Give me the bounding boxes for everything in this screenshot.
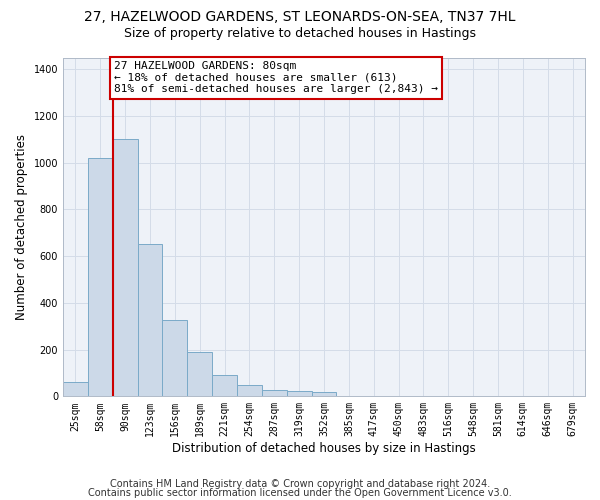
Bar xyxy=(262,390,287,396)
Text: Size of property relative to detached houses in Hastings: Size of property relative to detached ho… xyxy=(124,28,476,40)
Bar xyxy=(163,320,187,396)
Bar xyxy=(63,382,88,396)
Bar xyxy=(113,140,137,396)
Text: 27, HAZELWOOD GARDENS, ST LEONARDS-ON-SEA, TN37 7HL: 27, HAZELWOOD GARDENS, ST LEONARDS-ON-SE… xyxy=(84,10,516,24)
Bar xyxy=(311,392,337,396)
Bar xyxy=(287,391,311,396)
Text: 27 HAZELWOOD GARDENS: 80sqm
← 18% of detached houses are smaller (613)
81% of se: 27 HAZELWOOD GARDENS: 80sqm ← 18% of det… xyxy=(114,61,438,94)
Bar xyxy=(187,352,212,397)
Bar xyxy=(137,244,163,396)
Text: Contains HM Land Registry data © Crown copyright and database right 2024.: Contains HM Land Registry data © Crown c… xyxy=(110,479,490,489)
Y-axis label: Number of detached properties: Number of detached properties xyxy=(15,134,28,320)
Text: Contains public sector information licensed under the Open Government Licence v3: Contains public sector information licen… xyxy=(88,488,512,498)
Bar xyxy=(212,376,237,396)
Bar xyxy=(88,158,113,396)
Bar xyxy=(237,386,262,396)
X-axis label: Distribution of detached houses by size in Hastings: Distribution of detached houses by size … xyxy=(172,442,476,455)
